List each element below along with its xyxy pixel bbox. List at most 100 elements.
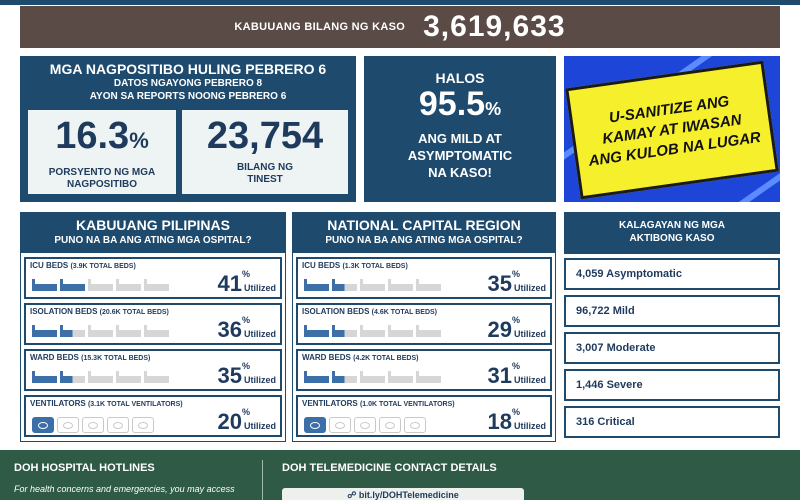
- percent-sign: %: [241, 269, 250, 279]
- bed-icon: [304, 279, 329, 291]
- ventilator-icon: [329, 417, 351, 433]
- bed-icon: [32, 371, 57, 383]
- positivity-rate-label-2: NAGPOSITIBO: [66, 179, 137, 190]
- bed-icon: [116, 371, 141, 383]
- bed-total: (15.3K TOTAL BEDS): [81, 355, 151, 362]
- bed-total: (1.0K TOTAL VENTILATORS): [359, 401, 455, 408]
- active-case-item: 1,446 Severe: [564, 369, 780, 401]
- top-strip: [0, 0, 800, 5]
- bed-row-label: ISOLATION BEDS (4.6K TOTAL BEDS): [302, 307, 437, 316]
- tested-box: 23,754 BILANG NG TINEST: [182, 110, 348, 194]
- bed-icon: [88, 371, 113, 383]
- positivity-rate-unit: %: [129, 128, 149, 153]
- mild-panel: HALOS 95.5% ANG MILD AT ASYMPTOMATIC NA …: [364, 56, 556, 202]
- utilized-label: Utilized: [243, 329, 276, 339]
- bed-icon: [416, 279, 441, 291]
- bed-icon: [360, 371, 385, 383]
- tested-value: 23,754: [206, 115, 324, 157]
- bed-row-label: WARD BEDS (4.2K TOTAL BEDS): [302, 353, 418, 362]
- total-cases-value: 3,619,633: [423, 10, 566, 43]
- bed-icon: [60, 325, 85, 337]
- mild-desc-3: NA KASO!: [428, 165, 492, 180]
- telemedicine-link-text: bit.ly/DOHTelemedicine: [358, 490, 459, 500]
- bed-icon: [144, 279, 169, 291]
- bed-row-label: VENTILATORS (3.1K TOTAL VENTILATORS): [30, 399, 183, 408]
- ventilator-icon: [404, 417, 426, 433]
- bed-row: ICU BEDS (1.3K TOTAL BEDS) 35% Utilized: [296, 257, 552, 299]
- bed-icon: [116, 279, 141, 291]
- bed-icon: [144, 371, 169, 383]
- active-cases-panel: KALAGAYAN NG MGA AKTIBONG KASO 4,059 Asy…: [564, 212, 780, 442]
- bed-icon: [360, 279, 385, 291]
- bed-icon: [332, 279, 357, 291]
- ncr-hospital-panel: NATIONAL CAPITAL REGION PUNO NA BA ANG A…: [292, 212, 556, 442]
- bed-row: ISOLATION BEDS (4.6K TOTAL BEDS) 29% Utili…: [296, 303, 552, 345]
- bed-type: ISOLATION BEDS: [30, 307, 98, 316]
- utilization-icons: [304, 371, 441, 383]
- utilization-value: 36: [217, 317, 242, 342]
- bed-icon: [88, 279, 113, 291]
- ventilator-icon: [107, 417, 129, 433]
- ventilator-icon: [32, 417, 54, 433]
- total-cases-label: KABUUANG BILANG NG KASO: [234, 21, 406, 33]
- utilization-icons: [32, 417, 154, 433]
- footer: DOH HOSPITAL HOTLINES For health concern…: [0, 450, 800, 500]
- ventilator-icon: [379, 417, 401, 433]
- bed-total: (3.9K TOTAL BEDS): [70, 263, 136, 270]
- bed-icon: [32, 279, 57, 291]
- percent-sign: %: [511, 361, 520, 371]
- philippines-title: KABUUANG PILIPINAS: [75, 217, 230, 233]
- utilization-value: 41: [217, 271, 242, 296]
- utilized-label: Utilized: [513, 283, 546, 293]
- percent-sign: %: [241, 361, 250, 371]
- bed-row-label: ICU BEDS (1.3K TOTAL BEDS): [302, 261, 408, 270]
- bed-row: WARD BEDS (4.2K TOTAL BEDS) 31% Utilized: [296, 349, 552, 391]
- bed-icon: [388, 279, 413, 291]
- philippines-header: KABUUANG PILIPINAS PUNO NA BA ANG ATING …: [21, 213, 285, 253]
- positivity-panel: MGA NAGPOSITIBO HULING PEBRERO 6 DATOS N…: [20, 56, 356, 202]
- bed-row: VENTILATORS (3.1K TOTAL VENTILATORS) 20% U…: [24, 395, 282, 437]
- positivity-subtitle-2: AYON SA REPORTS NOONG PEBRERO 6: [89, 91, 287, 102]
- percent-sign: %: [511, 407, 520, 417]
- percent-sign: %: [241, 407, 250, 417]
- bed-icon: [304, 325, 329, 337]
- philippines-hospital-panel: KABUUANG PILIPINAS PUNO NA BA ANG ATING …: [20, 212, 286, 442]
- bed-type: VENTILATORS: [302, 399, 358, 408]
- tested-label-2: TINEST: [247, 174, 283, 185]
- ncr-title: NATIONAL CAPITAL REGION: [327, 217, 521, 233]
- bed-type: VENTILATORS: [30, 399, 86, 408]
- hotlines-text: For health concerns and emergencies, you…: [14, 484, 235, 494]
- ventilator-icon: [82, 417, 104, 433]
- bed-icon: [88, 325, 113, 337]
- utilization-icons: [304, 279, 441, 291]
- utilized-label: Utilized: [513, 375, 546, 385]
- positivity-rate-label-1: PORSYENTO NG MGA: [48, 167, 156, 178]
- bed-total: (4.2K TOTAL BEDS): [353, 355, 419, 362]
- positivity-subtitle-1: DATOS NGAYONG PEBRERO 8: [113, 78, 263, 89]
- philippines-subtitle: PUNO NA BA ANG ATING MGA OSPITAL?: [54, 235, 252, 246]
- bed-icon: [416, 325, 441, 337]
- ventilator-icon: [57, 417, 79, 433]
- percent-sign: %: [511, 315, 520, 325]
- utilization-icons: [32, 325, 169, 337]
- hotlines-title: DOH HOSPITAL HOTLINES: [14, 462, 155, 474]
- active-cases-title-1: KALAGAYAN NG MGA: [619, 220, 725, 231]
- bed-icon: [388, 371, 413, 383]
- mild-desc-1: ANG MILD AT: [418, 131, 502, 146]
- bed-icon: [60, 371, 85, 383]
- bed-type: ICU BEDS: [30, 261, 69, 270]
- bed-icon: [360, 325, 385, 337]
- active-case-item: 96,722 Mild: [564, 295, 780, 327]
- utilization-icons: [32, 279, 169, 291]
- utilization-icons: [304, 325, 441, 337]
- bed-total: (3.1K TOTAL VENTILATORS): [87, 401, 183, 408]
- utilization-value: 35: [487, 271, 512, 296]
- active-cases-header: KALAGAYAN NG MGA AKTIBONG KASO: [564, 212, 780, 254]
- active-case-item: 3,007 Moderate: [564, 332, 780, 364]
- bed-row: ISOLATION BEDS (20.6K TOTAL BEDS) 36% Util…: [24, 303, 282, 345]
- bed-row: WARD BEDS (15.3K TOTAL BEDS) 35% Utilized: [24, 349, 282, 391]
- utilized-label: Utilized: [243, 283, 276, 293]
- ventilator-icon: [132, 417, 154, 433]
- telemedicine-link[interactable]: ☍ bit.ly/DOHTelemedicine: [282, 488, 524, 500]
- tested-label-1: BILANG NG: [236, 162, 294, 173]
